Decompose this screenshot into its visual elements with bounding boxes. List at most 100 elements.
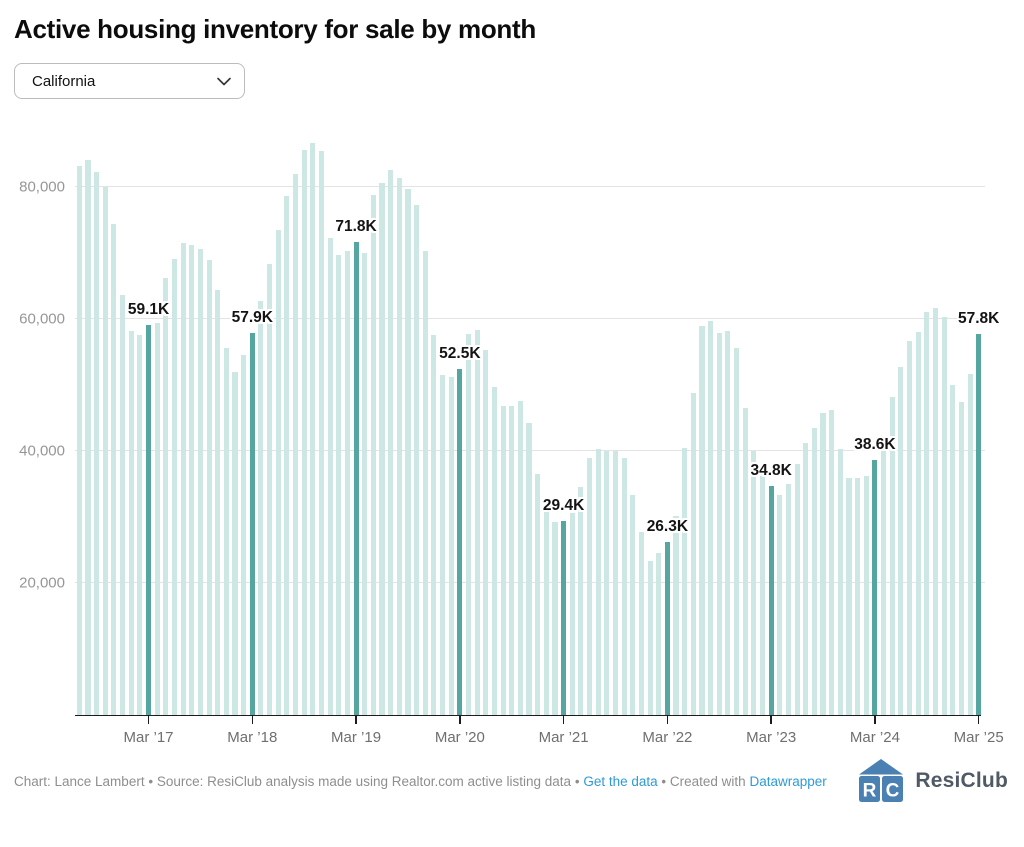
- page: Active housing inventory for sale by mon…: [14, 14, 1010, 803]
- gridline-80000: [75, 186, 985, 188]
- bar-month: [889, 396, 895, 715]
- bar-month: [232, 372, 238, 715]
- page-title: Active housing inventory for sale by mon…: [14, 14, 536, 44]
- footer: Chart: Lance Lambert • Source: ResiClub …: [14, 759, 1010, 803]
- bar-month: [906, 341, 913, 715]
- bar-month: [881, 451, 887, 715]
- region-select[interactable]: California: [14, 63, 245, 99]
- bar-month: [111, 224, 117, 715]
- bar-month: [647, 561, 653, 715]
- bar-month: [924, 312, 930, 715]
- bar-month: [431, 334, 437, 715]
- bar-month: [587, 457, 593, 715]
- x-axis-tick: [459, 716, 461, 724]
- x-axis-tick: [562, 716, 565, 724]
- bar-value-annotation: 57.9K: [231, 309, 273, 327]
- bar-month: [690, 393, 696, 715]
- bar-march-highlighted: [561, 521, 567, 715]
- bar-month: [85, 160, 91, 715]
- bar-month: [673, 515, 679, 715]
- bar-month: [785, 484, 791, 715]
- bar-month: [535, 474, 541, 715]
- bar-month: [336, 255, 342, 715]
- bar-month: [379, 182, 385, 715]
- bar-month: [794, 464, 800, 715]
- bar-month: [258, 300, 264, 715]
- bar-month: [820, 413, 826, 715]
- bar-month: [102, 187, 108, 715]
- bar-month: [855, 477, 861, 715]
- bar-march-highlighted: [976, 333, 982, 715]
- bar-month: [440, 375, 446, 715]
- bar-march-highlighted: [664, 541, 670, 715]
- bar-march-highlighted: [457, 368, 463, 715]
- bar-month: [803, 442, 809, 715]
- get-the-data-link[interactable]: Get the data: [583, 773, 658, 789]
- bar-march-highlighted: [768, 485, 774, 715]
- bar-month: [742, 407, 748, 715]
- bar-month: [275, 229, 281, 715]
- bar-month: [612, 450, 619, 715]
- y-axis-label: 20,000: [19, 574, 65, 592]
- x-axis-label: Mar ’25: [953, 729, 1004, 746]
- bar-value-annotation: 29.4K: [542, 497, 585, 515]
- bar-month: [241, 354, 247, 715]
- bar-value-annotation: 59.1K: [127, 301, 170, 319]
- chevron-down-icon: [217, 77, 231, 85]
- bar-month: [915, 331, 921, 715]
- bar-month: [526, 422, 532, 715]
- bar-month: [777, 495, 783, 715]
- x-axis-tick: [666, 716, 669, 724]
- bar-month: [474, 329, 480, 715]
- datawrapper-link[interactable]: Datawrapper: [749, 773, 827, 789]
- bar-month: [846, 478, 852, 715]
- bar-month: [370, 194, 376, 715]
- bar-month: [552, 522, 558, 715]
- source-text: Source: ResiClub analysis made using Rea…: [156, 773, 572, 789]
- bar-month: [267, 263, 273, 715]
- bar-month: [180, 242, 186, 715]
- bar-month: [829, 410, 835, 715]
- bar-month: [509, 405, 515, 715]
- bar-month: [448, 377, 454, 715]
- bar-month: [284, 196, 290, 715]
- bar-month: [578, 486, 584, 715]
- svg-text:R: R: [863, 781, 877, 802]
- bar-march-highlighted: [353, 241, 359, 715]
- chart-credit: Chart: Lance Lambert: [14, 773, 145, 789]
- bar-month: [630, 494, 636, 715]
- bar-month: [491, 386, 497, 715]
- bar-month: [682, 447, 688, 715]
- y-axis-label: 40,000: [19, 442, 65, 460]
- bar-month: [898, 366, 904, 715]
- bar-value-annotation: 34.8K: [750, 461, 792, 479]
- bar-month: [318, 151, 325, 715]
- x-axis-tick: [770, 716, 772, 724]
- bar-month: [223, 348, 229, 715]
- bar-month: [76, 165, 82, 715]
- bar-value-annotation: 52.5K: [439, 344, 481, 362]
- x-axis-tick: [355, 716, 357, 724]
- bar-month: [483, 349, 489, 715]
- bar-month: [759, 475, 766, 715]
- bar-month: [500, 406, 506, 715]
- bar-month: [517, 401, 523, 715]
- bar-march-highlighted: [145, 325, 152, 715]
- x-axis-tick: [874, 716, 876, 724]
- bar-month: [414, 205, 420, 715]
- separator: •: [148, 773, 154, 789]
- x-axis-tick: [977, 716, 980, 724]
- resiclub-logo-text: ResiClub: [915, 769, 1008, 792]
- bar-month: [396, 177, 402, 715]
- bar-month: [327, 238, 333, 715]
- x-axis-label: Mar ’17: [123, 729, 174, 746]
- x-axis-tick: [147, 716, 150, 724]
- bar-value-annotation: 71.8K: [335, 217, 377, 235]
- bar-chart: 20,000 40,000 60,000 80,000 Mar ’17 Mar ’18 M…: [19, 140, 1004, 746]
- x-axis-line: [75, 714, 981, 716]
- bar-month: [197, 249, 203, 715]
- bar-month: [137, 334, 143, 715]
- resiclub-logo: R C ResiClub: [856, 759, 1010, 803]
- created-with-text: Created with: [669, 773, 746, 789]
- bar-month: [94, 171, 100, 715]
